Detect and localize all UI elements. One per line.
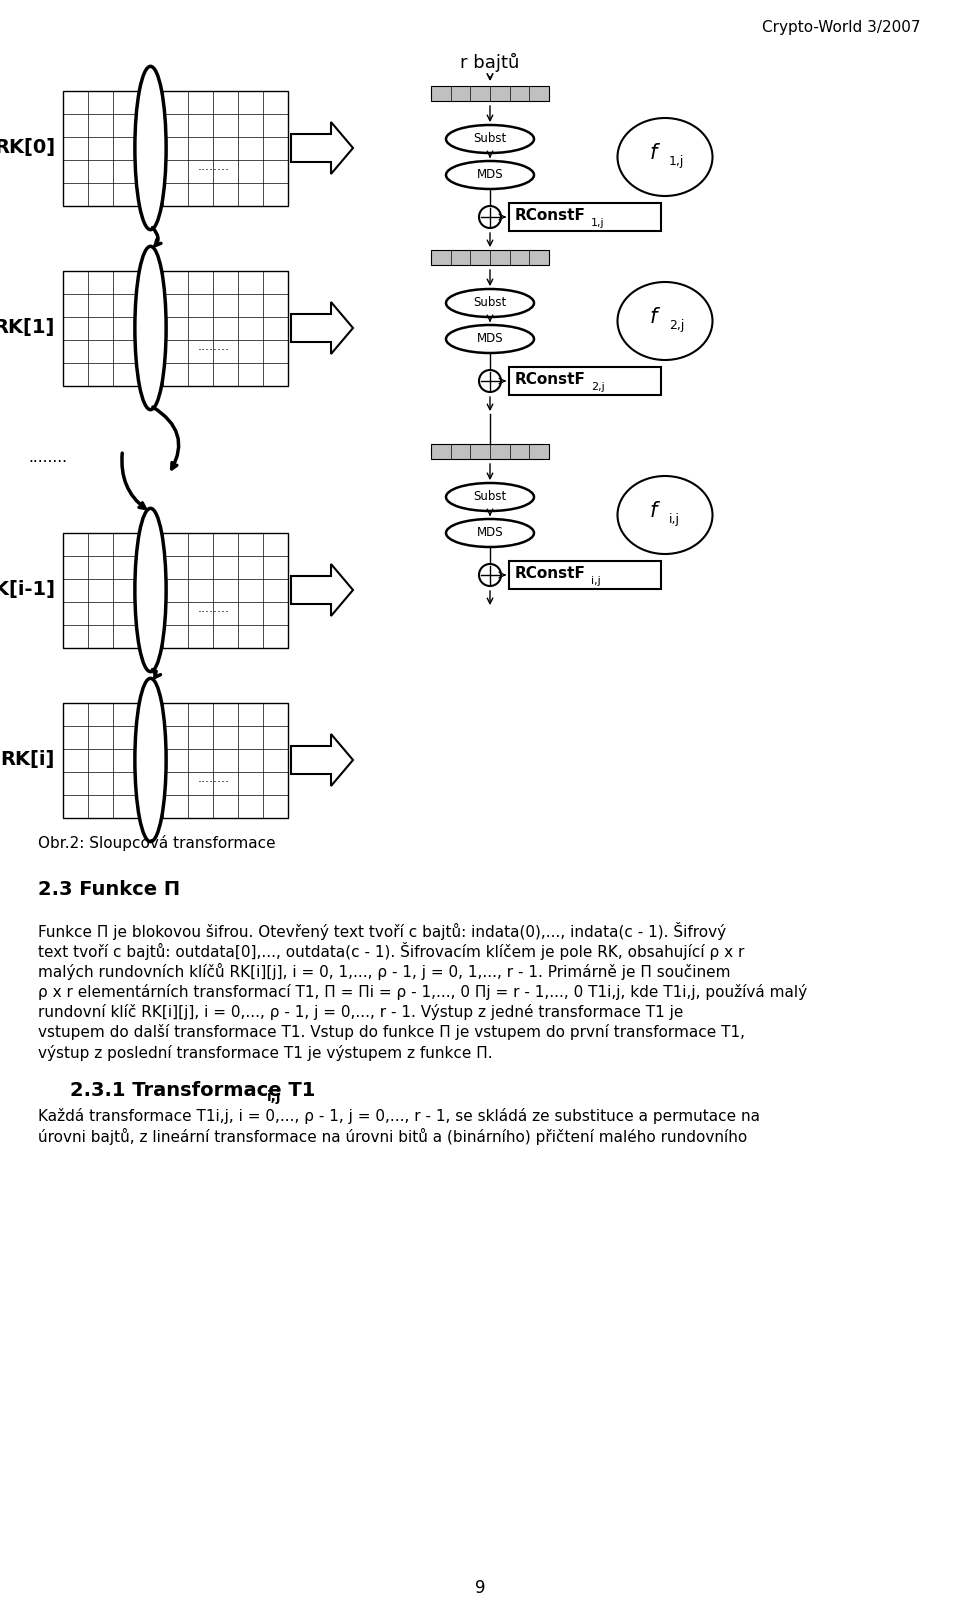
Text: 2,j: 2,j — [591, 382, 605, 392]
Bar — [63, 532, 288, 648]
Text: i,j: i,j — [267, 1090, 281, 1105]
Text: výstup z poslední transformace T1 je výstupem z funkce Π.: výstup z poslední transformace T1 je výs… — [38, 1045, 492, 1061]
Ellipse shape — [446, 124, 534, 153]
Ellipse shape — [446, 324, 534, 353]
Text: MDS: MDS — [477, 332, 503, 345]
Ellipse shape — [446, 519, 534, 547]
Polygon shape — [291, 123, 353, 174]
Ellipse shape — [446, 161, 534, 189]
Text: i,j: i,j — [591, 576, 601, 586]
Text: RK[i]: RK[i] — [1, 750, 55, 769]
Text: r bajtů: r bajtů — [460, 53, 519, 71]
Text: RK[i-1]: RK[i-1] — [0, 581, 55, 600]
Text: 1,j: 1,j — [591, 218, 605, 227]
Bar — [509, 203, 661, 231]
Text: Crypto-World 3/2007: Crypto-World 3/2007 — [761, 19, 920, 35]
Text: RConstF: RConstF — [515, 373, 586, 387]
Bar — [138, 532, 163, 648]
Ellipse shape — [446, 289, 534, 318]
Ellipse shape — [134, 247, 166, 410]
Text: f: f — [649, 144, 657, 163]
Text: úrovni bajtů, z lineární transformace na úrovni bitů a (binárního) přičtení malé: úrovni bajtů, z lineární transformace na… — [38, 1127, 747, 1145]
Bar — [509, 561, 661, 589]
Text: ........: ........ — [198, 602, 229, 615]
Text: 2.3.1 Transformace T1: 2.3.1 Transformace T1 — [70, 1081, 316, 1100]
Ellipse shape — [134, 679, 166, 842]
Text: ........: ........ — [28, 450, 67, 466]
Text: i,j: i,j — [669, 513, 680, 526]
Bar — [138, 271, 163, 386]
Text: ........: ........ — [198, 339, 229, 353]
Ellipse shape — [617, 282, 712, 360]
Bar — [431, 444, 549, 460]
Text: 1,j: 1,j — [669, 155, 684, 168]
Ellipse shape — [134, 508, 166, 671]
Polygon shape — [291, 734, 353, 786]
Text: RConstF: RConstF — [515, 566, 586, 582]
Text: malých rundovních klíčů RK[i][j], i = 0, 1,..., ρ - 1, j = 0, 1,..., r - 1. Prim: malých rundovních klíčů RK[i][j], i = 0,… — [38, 963, 731, 981]
Text: text tvoří c bajtů: outdata[0],..., outdata(c - 1). Šifrovacím klíčem je pole RK: text tvoří c bajtů: outdata[0],..., outd… — [38, 942, 744, 960]
Ellipse shape — [134, 66, 166, 229]
Text: RK[0]: RK[0] — [0, 139, 55, 158]
Text: ρ x r elementárních transformací T1, Π = Πi = ρ - 1,..., 0 Πj = r - 1,..., 0 T1i: ρ x r elementárních transformací T1, Π =… — [38, 984, 807, 1000]
Ellipse shape — [617, 476, 712, 553]
Text: f: f — [649, 502, 657, 521]
Text: Obr.2: Sloupcová transformace: Obr.2: Sloupcová transformace — [38, 836, 276, 852]
Bar — [63, 703, 288, 818]
Text: vstupem do další transformace T1. Vstup do funkce Π je vstupem do první transfor: vstupem do další transformace T1. Vstup … — [38, 1024, 745, 1040]
Text: MDS: MDS — [477, 526, 503, 539]
Bar — [63, 90, 288, 206]
Bar — [431, 85, 549, 102]
Text: ........: ........ — [198, 160, 229, 173]
Text: Funkce Π je blokovou šifrou. Otevřený text tvoří c bajtů: indata(0),..., indata(: Funkce Π je blokovou šifrou. Otevřený te… — [38, 923, 726, 940]
Text: 9: 9 — [475, 1579, 485, 1597]
Text: RConstF: RConstF — [515, 208, 586, 224]
Text: 2,j: 2,j — [669, 319, 684, 332]
Bar — [63, 271, 288, 386]
Polygon shape — [291, 565, 353, 616]
Text: Subst: Subst — [473, 490, 507, 503]
Text: RK[1]: RK[1] — [0, 318, 55, 337]
Bar — [138, 703, 163, 818]
Text: MDS: MDS — [477, 168, 503, 182]
Bar — [138, 90, 163, 206]
Bar — [509, 368, 661, 395]
Text: Subst: Subst — [473, 297, 507, 310]
Text: rundovní klíč RK[i][j], i = 0,..., ρ - 1, j = 0,..., r - 1. Výstup z jedné trans: rundovní klíč RK[i][j], i = 0,..., ρ - 1… — [38, 1003, 684, 1019]
Text: ........: ........ — [198, 771, 229, 784]
Text: Každá transformace T1i,j, i = 0,..., ρ - 1, j = 0,..., r - 1, se skládá ze subst: Každá transformace T1i,j, i = 0,..., ρ -… — [38, 1108, 760, 1124]
Ellipse shape — [617, 118, 712, 197]
Polygon shape — [291, 302, 353, 353]
Circle shape — [479, 369, 501, 392]
Ellipse shape — [446, 482, 534, 511]
Circle shape — [479, 565, 501, 586]
Text: 2.3 Funkce Π: 2.3 Funkce Π — [38, 881, 180, 898]
Text: f: f — [649, 306, 657, 327]
Text: Subst: Subst — [473, 132, 507, 145]
Bar — [431, 250, 549, 265]
Circle shape — [479, 206, 501, 227]
